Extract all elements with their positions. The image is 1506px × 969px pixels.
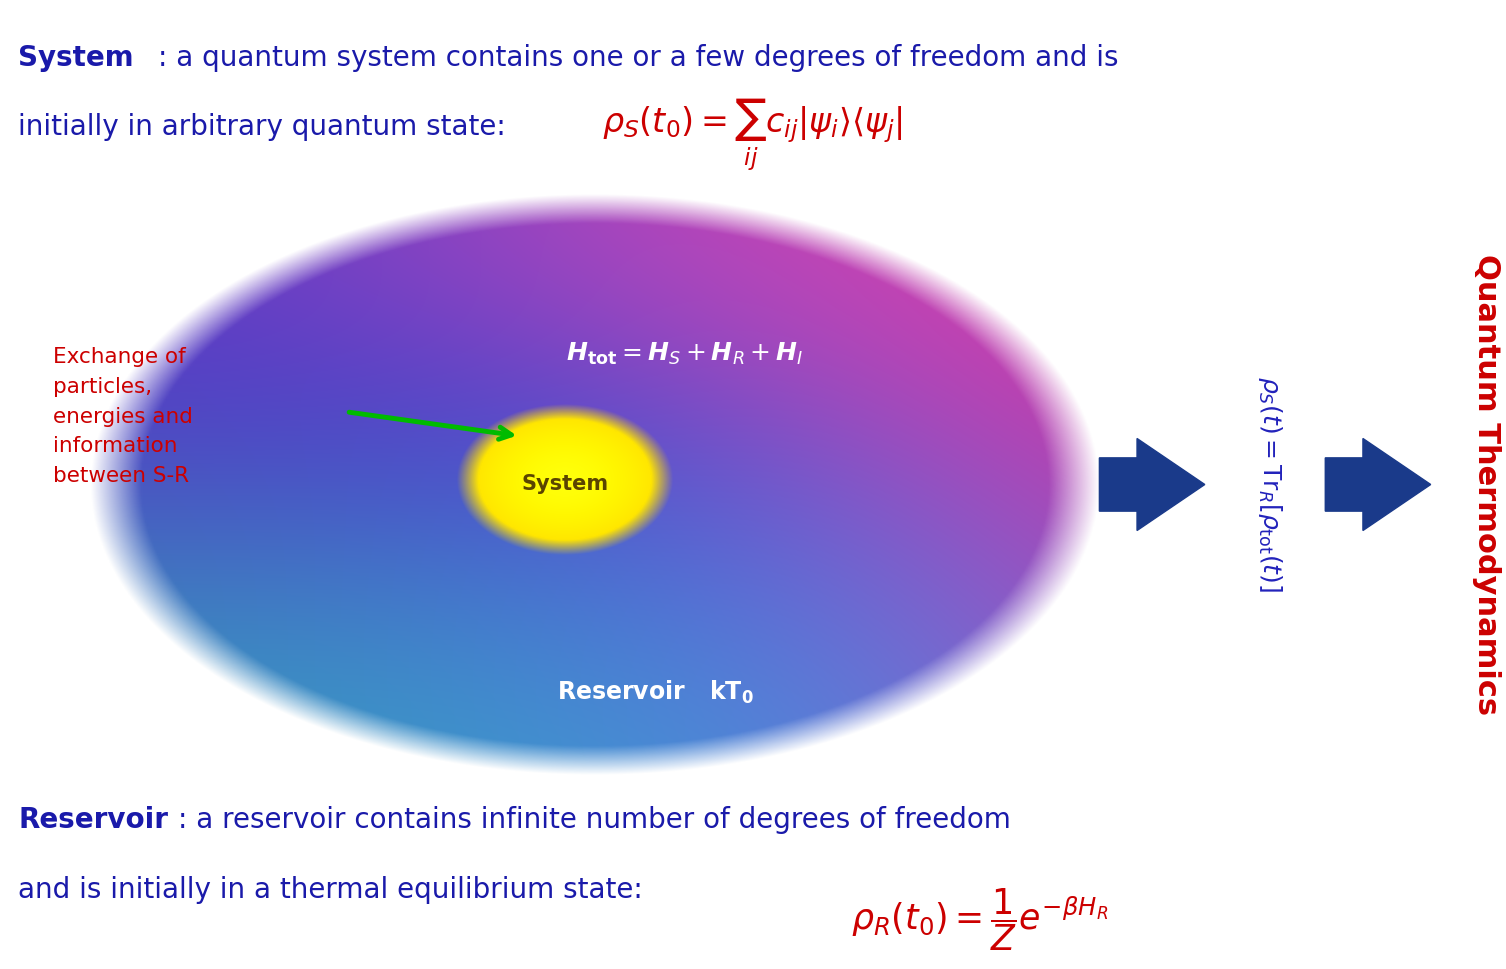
FancyArrow shape [1099,438,1205,531]
Text: System: System [18,44,134,72]
Text: : a reservoir contains infinite number of degrees of freedom: : a reservoir contains infinite number o… [178,806,1011,834]
Text: and is initially in a thermal equilibrium state:: and is initially in a thermal equilibriu… [18,876,643,904]
Text: System: System [521,475,608,494]
Text: $\mathbf{Reservoir}$   $\mathbf{kT_0}$: $\mathbf{Reservoir}$ $\mathbf{kT_0}$ [557,679,753,706]
Text: $\rho_S(t) = \mathrm{Tr}_R[\rho_{\mathrm{tot}}(t)]$: $\rho_S(t) = \mathrm{Tr}_R[\rho_{\mathrm… [1256,377,1283,592]
Text: initially in arbitrary quantum state:: initially in arbitrary quantum state: [18,113,506,141]
Text: Quantum Thermodynamics: Quantum Thermodynamics [1471,254,1501,715]
Text: Exchange of
particles,
energies and
information
between S-R: Exchange of particles, energies and info… [53,348,193,485]
Text: Reservoir: Reservoir [18,806,169,834]
Text: $\boldsymbol{H}_{\mathbf{tot}} = \boldsymbol{H}_{S} + \boldsymbol{H}_{R} + \bold: $\boldsymbol{H}_{\mathbf{tot}} = \boldsy… [566,340,804,367]
Text: $\rho_S(t_0) = \sum_{ij} c_{ij}|\psi_i\rangle\langle\psi_j|$: $\rho_S(t_0) = \sum_{ij} c_{ij}|\psi_i\r… [602,97,904,173]
FancyArrow shape [1325,438,1431,531]
Text: : a quantum system contains one or a few degrees of freedom and is: : a quantum system contains one or a few… [158,44,1119,72]
Text: $\rho_R(t_0) = \dfrac{1}{Z}e^{-\beta H_R}$: $\rho_R(t_0) = \dfrac{1}{Z}e^{-\beta H_R… [851,886,1108,953]
